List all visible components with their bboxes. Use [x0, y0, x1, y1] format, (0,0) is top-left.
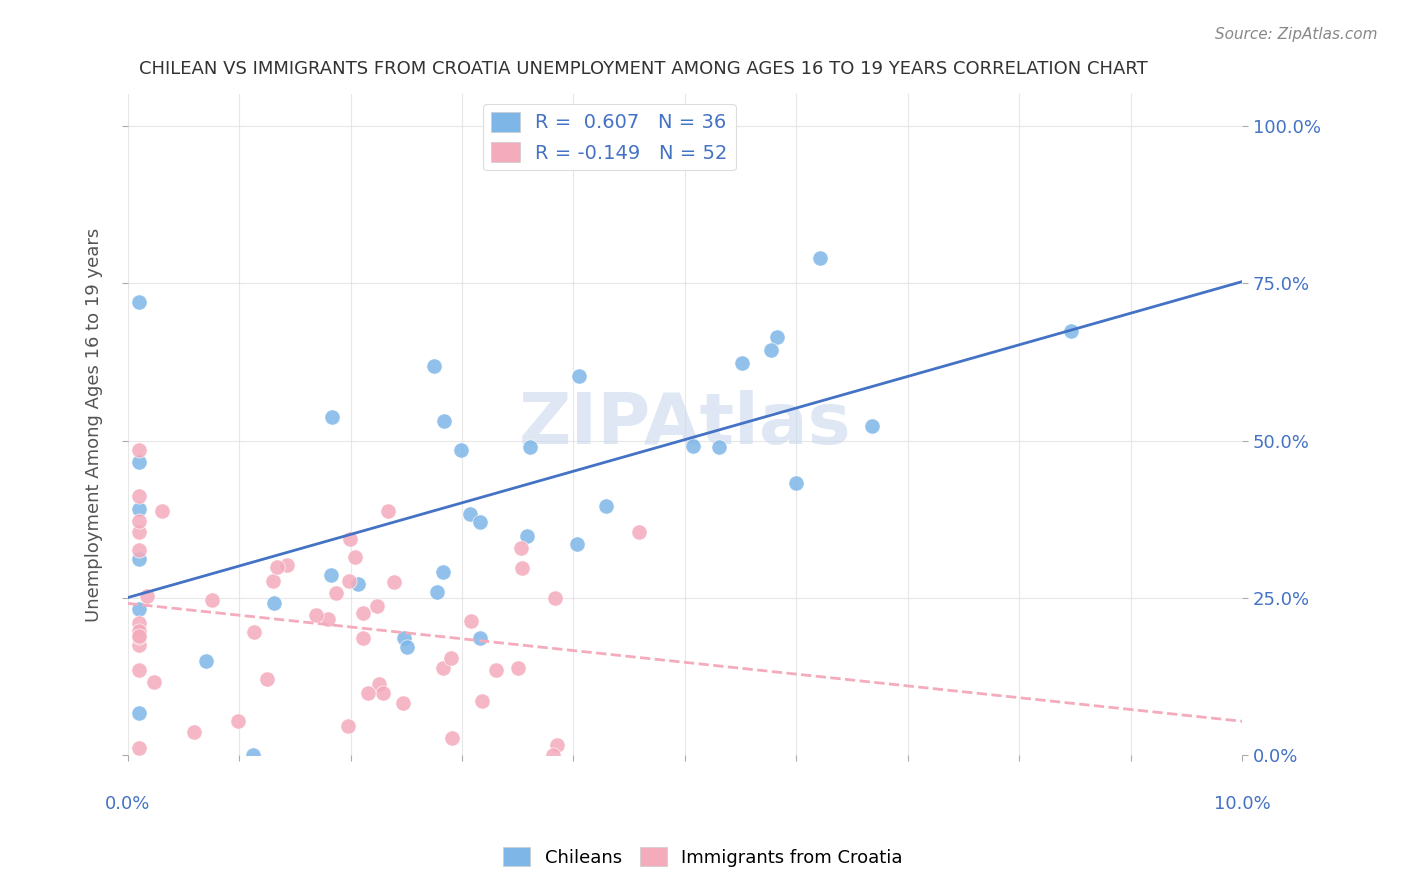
Point	[485, 663, 508, 677]
Point	[595, 499, 617, 513]
Point	[128, 638, 150, 652]
Point	[242, 748, 264, 763]
Point	[128, 551, 150, 566]
Point	[440, 651, 463, 665]
Point	[256, 672, 278, 686]
Point	[628, 524, 651, 539]
Point	[128, 629, 150, 643]
Point	[766, 329, 789, 343]
Point	[541, 748, 564, 763]
Text: CHILEAN VS IMMIGRANTS FROM CROATIA UNEMPLOYMENT AMONG AGES 16 TO 19 YEARS CORREL: CHILEAN VS IMMIGRANTS FROM CROATIA UNEMP…	[139, 60, 1147, 78]
Legend: Chileans, Immigrants from Croatia: Chileans, Immigrants from Croatia	[496, 840, 910, 874]
Point	[194, 654, 217, 668]
Point	[128, 295, 150, 310]
Point	[565, 536, 588, 550]
Point	[519, 440, 541, 454]
Point	[682, 439, 704, 453]
Point	[128, 514, 150, 528]
Point	[128, 741, 150, 756]
Point	[263, 596, 285, 610]
Point	[382, 575, 405, 590]
Point	[759, 343, 782, 358]
Point	[568, 369, 591, 384]
Point	[433, 414, 456, 428]
Point	[143, 674, 166, 689]
Text: 0.0%: 0.0%	[105, 795, 150, 813]
Point	[368, 677, 391, 691]
Point	[346, 576, 368, 591]
Point	[377, 504, 399, 518]
Point	[423, 359, 446, 374]
Point	[470, 631, 492, 645]
Point	[510, 561, 533, 575]
Point	[509, 541, 531, 555]
Point	[321, 410, 343, 425]
Point	[392, 632, 415, 646]
Point	[392, 696, 415, 710]
Point	[470, 516, 492, 530]
Point	[440, 731, 463, 746]
Point	[425, 585, 447, 599]
Text: Source: ZipAtlas.com: Source: ZipAtlas.com	[1215, 27, 1378, 42]
Text: 10.0%: 10.0%	[1213, 795, 1271, 813]
Point	[128, 615, 150, 630]
Point	[128, 442, 150, 457]
Point	[432, 661, 454, 675]
Point	[183, 724, 205, 739]
Point	[243, 625, 266, 640]
Point	[128, 602, 150, 616]
Text: ZIPAtlas: ZIPAtlas	[519, 391, 851, 459]
Point	[352, 632, 374, 646]
Legend: R =  0.607   N = 36, R = -0.149   N = 52: R = 0.607 N = 36, R = -0.149 N = 52	[482, 104, 735, 170]
Point	[371, 686, 394, 700]
Point	[458, 507, 481, 521]
Point	[262, 574, 284, 588]
Point	[135, 589, 157, 603]
Point	[544, 591, 567, 605]
Point	[337, 574, 360, 588]
Point	[339, 532, 361, 546]
Point	[316, 612, 339, 626]
Point	[396, 640, 419, 655]
Point	[128, 543, 150, 558]
Point	[128, 455, 150, 469]
Point	[128, 489, 150, 503]
Point	[150, 504, 173, 518]
Point	[1060, 324, 1083, 338]
Point	[785, 476, 807, 491]
Point	[450, 442, 472, 457]
Point	[808, 252, 831, 266]
Point	[128, 706, 150, 721]
Point	[128, 630, 150, 644]
Point	[709, 441, 731, 455]
Point	[325, 586, 347, 600]
Point	[276, 558, 298, 572]
Point	[305, 608, 328, 623]
Point	[546, 739, 568, 753]
Point	[337, 719, 360, 733]
Point	[128, 502, 150, 516]
Point	[226, 714, 249, 728]
Point	[128, 525, 150, 540]
Point	[471, 694, 494, 708]
Point	[460, 615, 482, 629]
Point	[343, 549, 366, 564]
Y-axis label: Unemployment Among Ages 16 to 19 years: Unemployment Among Ages 16 to 19 years	[86, 227, 103, 622]
Point	[357, 686, 380, 700]
Point	[432, 565, 454, 579]
Point	[516, 529, 538, 543]
Point	[366, 599, 388, 613]
Point	[506, 661, 529, 675]
Point	[128, 663, 150, 677]
Point	[352, 606, 374, 620]
Point	[128, 624, 150, 639]
Point	[266, 560, 288, 574]
Point	[319, 568, 342, 582]
Point	[860, 419, 883, 434]
Point	[201, 592, 224, 607]
Point	[730, 356, 752, 370]
